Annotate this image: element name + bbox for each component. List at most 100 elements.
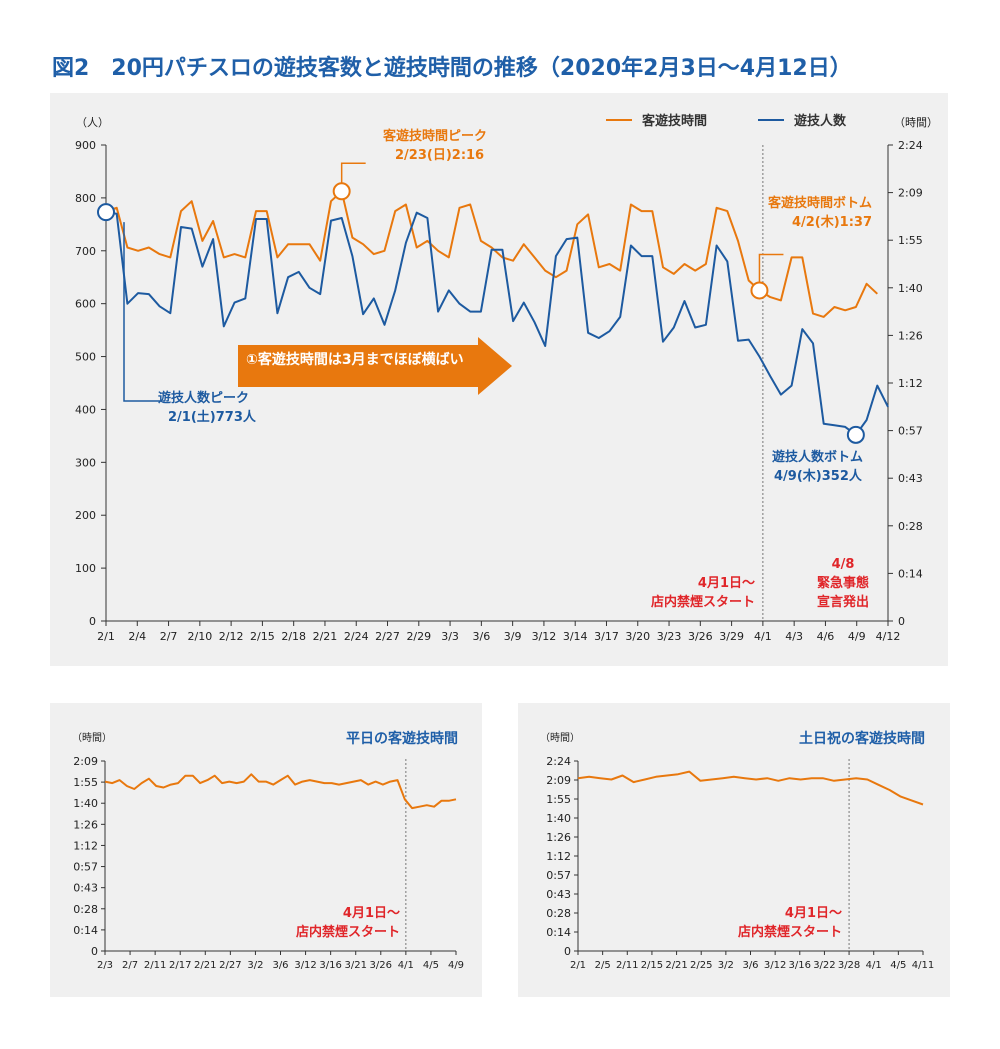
- holiday-y-tick-label: 2:24: [546, 755, 571, 768]
- x-tick-label: 2/7: [160, 630, 178, 643]
- y-right-tick-label: 2:09: [898, 187, 923, 200]
- annotation-emergency-line3: 宣言発出: [816, 595, 869, 610]
- y-left-tick-label: 300: [75, 456, 96, 469]
- holiday-y-tick-label: 1:26: [546, 831, 571, 844]
- x-tick-label: 3/29: [719, 630, 744, 643]
- weekday-x-tick-label: 2/7: [122, 960, 138, 971]
- y-left-tick-label: 800: [75, 192, 96, 205]
- weekday-y-tick-label: 1:55: [73, 776, 98, 789]
- holiday-x-tick-label: 2/15: [641, 960, 663, 971]
- weekday-y-tick-label: 0:43: [73, 882, 98, 895]
- holiday-y-tick-label: 1:12: [546, 850, 571, 863]
- annotation-count-peak: 遊技人数ピーク 2/1(土)773人: [158, 389, 256, 427]
- main-chart-panel: 0 100 200 300 400 500 600 700 800 900 0 0:14 0:28 0:4…: [50, 93, 948, 666]
- y-left-tick-label: 700: [75, 245, 96, 258]
- y-right-tick-label: 1:40: [898, 282, 923, 295]
- count-bottom-marker: [846, 425, 865, 444]
- weekday-y-tick-label: 1:26: [73, 818, 98, 831]
- y-right-unit: （時間）: [894, 116, 938, 129]
- holiday-x-tick-label: 2/5: [595, 960, 611, 971]
- holiday-x-tick-label: 3/22: [813, 960, 835, 971]
- annotation-count-bottom: 遊技人数ボトム 4/9(木)352人: [772, 448, 863, 486]
- y-left-tick-label: 0: [89, 615, 96, 628]
- x-tick-label: 4/9: [848, 630, 866, 643]
- weekday-x-tick-label: 4/1: [398, 960, 414, 971]
- y-right-tick-label: 1:55: [898, 234, 923, 247]
- time-peak-leader: [340, 162, 366, 184]
- weekday-series-line: [104, 773, 457, 810]
- weekday-x-tick-label: 3/26: [370, 960, 392, 971]
- x-tick-label: 2/24: [344, 630, 369, 643]
- weekday-x-tick-label: 3/6: [272, 960, 288, 971]
- y-right-tick-label: 0:14: [898, 567, 923, 580]
- x-tick-label: 2/29: [406, 630, 431, 643]
- annotation-time-bottom-line2: 4/2(木)1:37: [791, 215, 873, 230]
- holiday-chart: 0 0:14 0:28 0:43 0:57 1:12 1:26 1:40 1:55 2:09 2:2…: [540, 730, 934, 971]
- page-title: 図2 20円パチスロの遊技客数と遊技時間の推移（2020年2月3日～4月12日）: [52, 56, 852, 81]
- x-tick-label: 2/10: [187, 630, 212, 643]
- annotation-emergency-line1: 4/8: [831, 557, 855, 572]
- x-tick-label: 4/6: [817, 630, 835, 643]
- weekday-y-tick-label: 0: [91, 945, 98, 958]
- legend-label-count: 遊技人数: [794, 113, 847, 129]
- x-tick-label: 3/3: [441, 630, 459, 643]
- weekday-y-tick-label: 1:40: [73, 797, 98, 810]
- annotation-count-peak-line1: 遊技人数ピーク: [158, 391, 250, 406]
- holiday-x-tick-label: 3/12: [764, 960, 786, 971]
- annotation-time-bottom-line1: 客遊技時間ボトム: [768, 196, 873, 211]
- weekday-x-tick-label: 4/5: [423, 960, 439, 971]
- holiday-x-tick-label: 2/11: [616, 960, 638, 971]
- y-left-tick-label: 500: [75, 351, 96, 364]
- y-right-tick-label: 0: [898, 615, 905, 628]
- holiday-y-tick-label: 1:40: [546, 812, 571, 825]
- holiday-x-tick-label: 2/21: [665, 960, 687, 971]
- weekday-x-tick-label: 3/12: [294, 960, 316, 971]
- x-tick-label: 3/17: [594, 630, 619, 643]
- count-peak-leader: [123, 222, 160, 402]
- weekday-x-tick-label: 2/17: [169, 960, 191, 971]
- x-tick-label: 2/15: [250, 630, 275, 643]
- holiday-y-tick-label: 0:57: [546, 869, 571, 882]
- weekday-y-tick-label: 0:14: [73, 924, 98, 937]
- holiday-x-tick-label: 3/2: [718, 960, 734, 971]
- x-tick-label: 4/3: [785, 630, 803, 643]
- x-tick-label: 3/9: [504, 630, 522, 643]
- x-tick-label: 3/20: [625, 630, 650, 643]
- annotation-count-peak-line2: 2/1(土)773人: [168, 410, 256, 425]
- weekday-y-tick-label: 1:12: [73, 839, 98, 852]
- weekday-x-tick-label: 2/3: [97, 960, 113, 971]
- y-right-tick-label: 2:24: [898, 139, 923, 152]
- weekday-smoke-ban-line2: 店内禁煙スタート: [295, 925, 400, 940]
- annotation-count-bottom-line1: 遊技人数ボトム: [772, 450, 864, 465]
- weekday-x-tick-label: 3/16: [319, 960, 341, 971]
- time-peak-marker: [332, 182, 351, 201]
- holiday-series-line: [577, 770, 924, 806]
- series-line-time: [105, 190, 878, 318]
- holiday-x-tick-label: 3/16: [789, 960, 811, 971]
- holiday-smoke-ban-line2: 店内禁煙スタート: [737, 925, 842, 940]
- x-tick-label: 3/12: [532, 630, 557, 643]
- y-left-tick-label: 200: [75, 509, 96, 522]
- annotation-smoke-ban: 4月1日～ 店内禁煙スタート: [635, 574, 755, 612]
- weekday-y-tick-label: 0:57: [73, 861, 98, 874]
- series-line-count: [105, 211, 889, 436]
- weekday-y-tick-label: 0:28: [73, 903, 98, 916]
- main-chart: 0 100 200 300 400 500 600 700 800 900 0 0:14 0:28 0:4…: [75, 113, 938, 643]
- weekday-y-unit: （時間）: [72, 732, 112, 744]
- x-tick-label: 4/1: [754, 630, 772, 643]
- weekday-x-tick-label: 2/11: [144, 960, 166, 971]
- y-left-tick-label: 900: [75, 139, 96, 152]
- weekday-chart: 0 0:14 0:28 0:43 0:57 1:12 1:26 1:40 1:55 2:09 （時間…: [72, 730, 464, 971]
- holiday-y-unit: （時間）: [540, 732, 580, 744]
- holiday-x-tick-label: 4/11: [912, 960, 934, 971]
- y-right-tick-label: 0:57: [898, 425, 923, 438]
- y-left-tick-label: 400: [75, 403, 96, 416]
- holiday-x-tick-label: 3/28: [838, 960, 860, 971]
- count-peak-marker: [97, 203, 115, 222]
- holiday-x-tick-label: 2/1: [570, 960, 586, 971]
- weekday-smoke-ban-line1: 4月1日～: [342, 906, 400, 921]
- annotation-emergency: 4/8 緊急事態 宣言発出: [808, 555, 878, 612]
- x-tick-label: 3/26: [688, 630, 713, 643]
- annotation-smoke-ban-line2: 店内禁煙スタート: [650, 595, 755, 610]
- holiday-y-tick-label: 1:55: [546, 793, 571, 806]
